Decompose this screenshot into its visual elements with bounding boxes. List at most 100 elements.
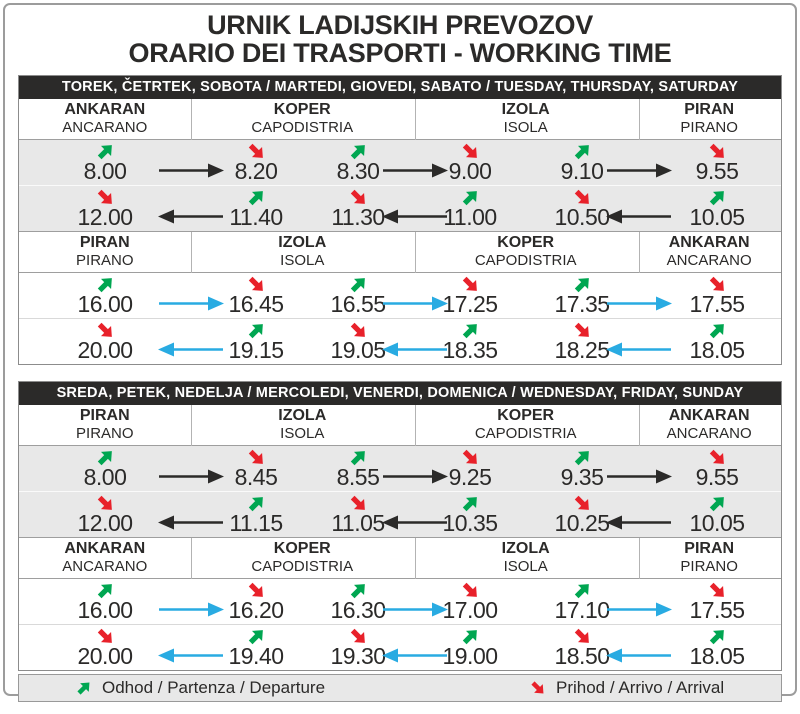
time-cell: 9.00 <box>425 140 515 185</box>
arrival-arrow-icon <box>460 447 481 465</box>
city-subname: ISOLA <box>280 425 325 442</box>
time-cell: 19.30 <box>313 625 403 670</box>
route-arrow-right-icon <box>157 468 225 485</box>
time-value: 8.20 <box>234 158 278 184</box>
time-cell: 19.15 <box>211 319 301 364</box>
legend-departure: Odhod / Partenza / Departure <box>75 675 325 701</box>
schedule-section: ANKARAN ANCARANO KOPER CAPODISTRIA IZOLA I… <box>19 537 781 670</box>
return-time-row: 20.00 19.15 19.05 18.35 18.25 18.05 <box>19 318 781 364</box>
time-value: 17.35 <box>554 291 610 317</box>
time-cell: 8.55 <box>313 446 403 491</box>
city-name: ANKARAN <box>668 234 750 251</box>
time-value: 9.10 <box>560 158 604 184</box>
arrival-arrow-icon <box>707 580 728 598</box>
city-subname: ANCARANO <box>666 425 752 442</box>
time-cell: 9.55 <box>672 446 762 491</box>
time-value: 10.35 <box>442 510 498 536</box>
city-name: KOPER <box>497 234 555 251</box>
time-cell: 18.35 <box>425 319 515 364</box>
time-value: 18.35 <box>442 337 498 363</box>
city-subname: PIRANO <box>76 425 134 442</box>
title-line-2: ORARIO DEI TRASPORTI - WORKING TIME <box>128 38 672 68</box>
city-header-row: ANKARAN ANCARANO KOPER CAPODISTRIA IZOLA I… <box>19 99 781 140</box>
city-subname: ANCARANO <box>62 558 148 575</box>
city-header-row: PIRAN PIRANO IZOLA ISOLA KOPER CAPODISTRIA… <box>19 232 781 273</box>
route-arrow-left-icon <box>605 514 673 531</box>
time-value: 19.30 <box>330 643 386 669</box>
time-cell: 10.25 <box>537 492 627 537</box>
city-name: KOPER <box>273 101 331 118</box>
city-subname: ISOLA <box>503 558 548 575</box>
departure-arrow-icon <box>348 274 369 293</box>
city-header-ankaran: ANKARAN ANCARANO <box>637 232 781 272</box>
day-banner: TOREK, ČETRTEK, SOBOTA / MARTEDI, GIOVED… <box>19 76 781 99</box>
city-name: KOPER <box>273 540 331 557</box>
route-arrow-left-icon <box>157 208 225 225</box>
city-header-ankaran: ANKARAN ANCARANO <box>637 405 781 445</box>
departure-arrow-icon <box>348 141 369 160</box>
time-value: 8.55 <box>336 464 380 490</box>
arrival-arrow-icon <box>246 274 267 292</box>
departure-arrow-icon <box>707 187 728 206</box>
forward-time-row: 8.00 8.45 8.55 9.25 9.35 9.55 <box>19 446 781 491</box>
schedule-table: TOREK, ČETRTEK, SOBOTA / MARTEDI, GIOVED… <box>18 75 782 365</box>
time-value: 16.55 <box>330 291 386 317</box>
city-header-izola: IZOLA ISOLA <box>414 99 637 139</box>
route-arrow-left-icon <box>381 647 449 664</box>
time-cell: 19.40 <box>211 625 301 670</box>
time-cell: 10.05 <box>672 492 762 537</box>
time-cell: 12.00 <box>60 186 150 231</box>
arrival-arrow-icon <box>707 274 728 292</box>
city-header-row: PIRAN PIRANO IZOLA ISOLA KOPER CAPODISTRIA… <box>19 405 781 446</box>
time-value: 19.05 <box>330 337 386 363</box>
arrival-arrow-icon <box>95 493 116 511</box>
route-arrow-left-icon <box>157 647 225 664</box>
time-cell: 16.00 <box>60 273 150 318</box>
city-header-koper: KOPER CAPODISTRIA <box>191 99 414 139</box>
city-subname: PIRANO <box>680 558 738 575</box>
time-cell: 17.00 <box>425 579 515 624</box>
time-value: 9.55 <box>695 158 739 184</box>
city-header-koper: KOPER CAPODISTRIA <box>191 538 414 578</box>
time-cell: 8.30 <box>313 140 403 185</box>
arrival-arrow-icon <box>246 580 267 598</box>
route-arrow-right-icon <box>381 601 449 618</box>
day-banner: SREDA, PETEK, NEDELJA / MERCOLEDI, VENER… <box>19 382 781 405</box>
time-cell: 8.20 <box>211 140 301 185</box>
time-value: 16.00 <box>77 291 133 317</box>
city-subname: ISOLA <box>280 252 325 269</box>
time-cell: 9.35 <box>537 446 627 491</box>
page-title: URNIK LADIJSKIH PREVOZOV ORARIO DEI TRAS… <box>0 0 800 67</box>
city-header-izola: IZOLA ISOLA <box>414 538 637 578</box>
time-cell: 8.45 <box>211 446 301 491</box>
city-name: ANKARAN <box>64 540 146 557</box>
time-cell: 11.40 <box>211 186 301 231</box>
arrival-arrow-icon <box>348 320 369 338</box>
time-cell: 17.25 <box>425 273 515 318</box>
time-value: 16.45 <box>228 291 284 317</box>
time-value: 10.50 <box>554 204 610 230</box>
departure-arrow-icon <box>572 274 593 293</box>
route-arrow-right-icon <box>381 162 449 179</box>
time-cell: 18.50 <box>537 625 627 670</box>
city-name: PIRAN <box>684 101 735 118</box>
city-name: IZOLA <box>278 407 327 424</box>
departure-arrow-icon <box>348 580 369 599</box>
departure-arrow-icon <box>572 580 593 599</box>
time-value: 10.25 <box>554 510 610 536</box>
departure-arrow-icon <box>572 447 593 466</box>
return-time-row: 12.00 11.15 11.05 10.35 10.25 10.05 <box>19 491 781 537</box>
city-name: ANKARAN <box>64 101 146 118</box>
time-cell: 11.00 <box>425 186 515 231</box>
forward-time-row: 16.00 16.20 16.30 17.00 17.10 17.55 <box>19 579 781 624</box>
time-value: 17.25 <box>442 291 498 317</box>
route-arrow-left-icon <box>381 208 449 225</box>
departure-arrow-icon <box>95 580 116 599</box>
route-arrow-left-icon <box>605 341 673 358</box>
time-value: 8.45 <box>234 464 278 490</box>
legend-arrival: Prihod / Arrivo / Arrival <box>529 675 724 701</box>
departure-arrow-icon <box>95 274 116 293</box>
time-cell: 18.05 <box>672 625 762 670</box>
time-cell: 16.30 <box>313 579 403 624</box>
time-cell: 18.05 <box>672 319 762 364</box>
